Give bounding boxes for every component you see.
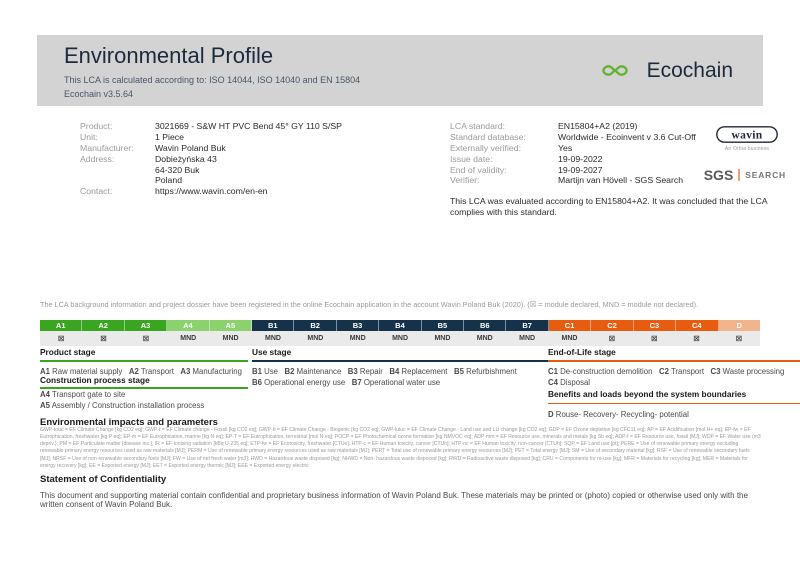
svg-text:wavin: wavin bbox=[732, 129, 763, 141]
